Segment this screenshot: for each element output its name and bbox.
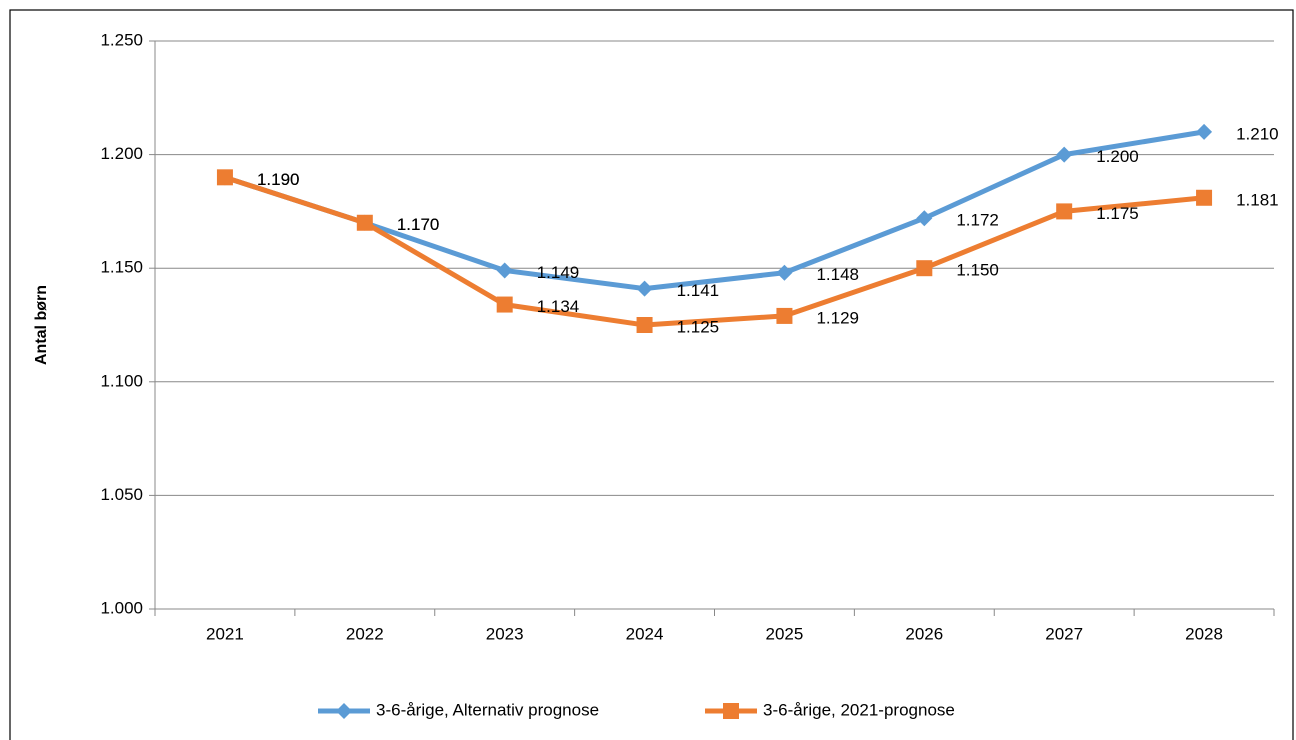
y-tick-label: 1.100 [100,371,143,390]
x-tick-label: 2028 [1185,624,1223,643]
data-point [216,169,233,186]
y-tick-label: 1.050 [100,485,143,504]
data-label: 1.170 [397,215,440,234]
data-point [356,214,373,231]
data-label: 1.150 [956,261,999,280]
data-label: 1.134 [537,297,580,316]
y-tick-label: 1.200 [100,144,143,163]
data-label: 1.190 [257,170,300,189]
data-point [776,264,793,281]
y-tick-label: 1.250 [100,30,143,49]
data-point [1056,146,1073,163]
data-label: 1.148 [816,265,859,284]
data-label: 1.172 [956,211,999,230]
data-point [636,317,653,333]
chart-frame [9,9,1294,740]
data-label: 1.141 [677,281,720,300]
data-point [636,280,653,297]
data-label: 1.170 [397,215,440,234]
data-label: 1.149 [537,263,580,282]
y-axis-label: Antal børn [33,285,50,365]
data-label: 1.210 [1236,124,1279,143]
x-tick-label: 2023 [486,624,524,643]
x-tick-label: 2024 [626,624,664,643]
data-point [1056,203,1073,220]
data-point [1196,123,1213,140]
data-point [916,260,933,277]
x-tick-label: 2025 [766,624,804,643]
x-tick-label: 2027 [1045,624,1083,643]
data-label: 1.129 [816,308,859,327]
x-tick-label: 2021 [206,624,244,643]
data-label: 1.175 [1096,204,1139,223]
series-line [224,129,1205,292]
data-point [496,296,513,313]
data-label: 1.200 [1096,147,1139,166]
legend-label: 3-6-årige, 2021-prognose [763,700,955,719]
data-point [1196,189,1213,206]
data-point [496,262,513,279]
x-tick-label: 2022 [346,624,384,643]
legend-label: 3-6-årige, Alternativ prognose [376,700,599,719]
y-tick-label: 1.000 [100,598,143,617]
legend-marker [723,703,739,719]
data-label: 1.181 [1236,190,1279,209]
legend-marker [336,703,352,719]
x-tick-label: 2026 [905,624,943,643]
data-point [916,210,933,227]
data-label: 1.125 [677,317,720,336]
data-label: 1.190 [257,170,300,189]
series-line [224,174,1205,328]
y-tick-label: 1.150 [100,258,143,277]
data-point [776,307,793,324]
